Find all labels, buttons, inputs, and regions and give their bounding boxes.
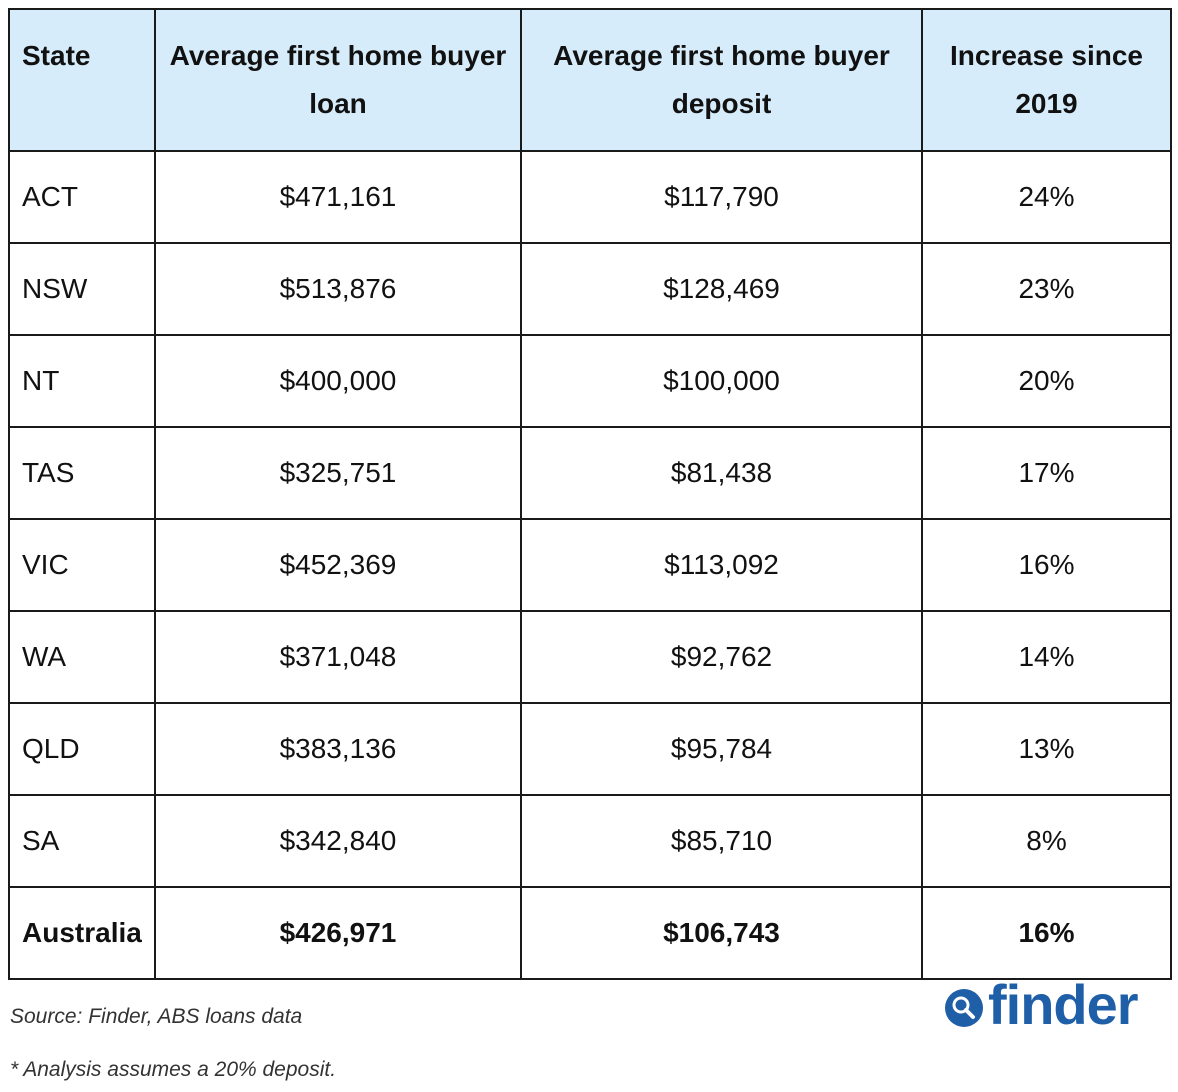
header-row: State Average first home buyer loan Aver…: [8, 8, 1172, 152]
finder-logo: finder: [944, 972, 1139, 1036]
table-cell: 24%: [921, 150, 1172, 244]
table-cell: NT: [8, 334, 156, 428]
table-cell: ACT: [8, 150, 156, 244]
table-cell: 23%: [921, 242, 1172, 336]
table-row: ACT $471,161 $117,790 24%: [8, 150, 1172, 244]
table-cell: Australia: [8, 886, 156, 980]
table-cell: $92,762: [520, 610, 923, 704]
table-row: VIC $452,369 $113,092 16%: [8, 518, 1172, 612]
table-row: NSW $513,876 $128,469 23%: [8, 242, 1172, 336]
table-body: ACT $471,161 $117,790 24% NSW $513,876 $128,46…: [8, 150, 1172, 980]
table-row: TAS $325,751 $81,438 17%: [8, 426, 1172, 520]
table-row: SA $342,840 $85,710 8%: [8, 794, 1172, 888]
table-cell: $342,840: [154, 794, 522, 888]
header-cell: Increase since 2019: [921, 8, 1172, 152]
table-cell: $113,092: [520, 518, 923, 612]
table-cell: 16%: [921, 518, 1172, 612]
table-cell: $325,751: [154, 426, 522, 520]
header-cell: Average first home buyer loan: [154, 8, 522, 152]
table-row: WA $371,048 $92,762 14%: [8, 610, 1172, 704]
logo-text: finder: [988, 972, 1139, 1036]
table-cell: $106,743: [520, 886, 923, 980]
table-cell: VIC: [8, 518, 156, 612]
footnote: * Analysis assumes a 20% deposit.: [10, 1058, 337, 1081]
table-cell: QLD: [8, 702, 156, 796]
search-icon: [945, 989, 983, 1027]
table-cell: 17%: [921, 426, 1172, 520]
table-cell: $513,876: [154, 242, 522, 336]
table-cell: 20%: [921, 334, 1172, 428]
table-cell: $371,048: [154, 610, 522, 704]
table-cell: NSW: [8, 242, 156, 336]
table-cell: $117,790: [520, 150, 923, 244]
table-cell: $95,784: [520, 702, 923, 796]
table-cell: $471,161: [154, 150, 522, 244]
table-cell: $100,000: [520, 334, 923, 428]
table-cell: $452,369: [154, 518, 522, 612]
table-cell: $426,971: [154, 886, 522, 980]
table-cell: $400,000: [154, 334, 522, 428]
table-cell: $383,136: [154, 702, 522, 796]
table-cell: TAS: [8, 426, 156, 520]
source-note: Source: Finder, ABS loans data: [10, 1005, 303, 1028]
data-table: State Average first home buyer loan Aver…: [8, 8, 1172, 980]
table-cell: 16%: [921, 886, 1172, 980]
total-row: Australia $426,971 $106,743 16%: [8, 886, 1172, 980]
header-cell: State: [8, 8, 156, 152]
table-cell: $81,438: [520, 426, 923, 520]
table-cell: SA: [8, 794, 156, 888]
table-cell: $85,710: [520, 794, 923, 888]
table-cell: 8%: [921, 794, 1172, 888]
header-cell: Average first home buyer deposit: [520, 8, 923, 152]
table-cell: 14%: [921, 610, 1172, 704]
table-cell: 13%: [921, 702, 1172, 796]
table-row: NT $400,000 $100,000 20%: [8, 334, 1172, 428]
table-row: QLD $383,136 $95,784 13%: [8, 702, 1172, 796]
table-cell: WA: [8, 610, 156, 704]
table-cell: $128,469: [520, 242, 923, 336]
